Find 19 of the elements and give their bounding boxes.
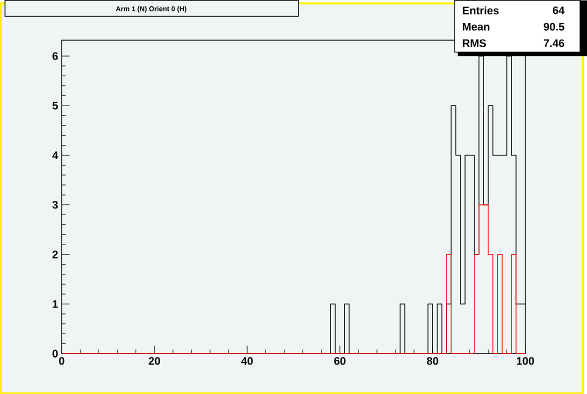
text: 90.5 bbox=[544, 22, 564, 30]
y-tick-label: 0 bbox=[52, 350, 58, 358]
y-tick-label: 3 bbox=[52, 200, 58, 208]
annotation: RMS bbox=[462, 39, 486, 47]
text: Mean bbox=[462, 22, 490, 30]
text: 7.46 bbox=[544, 39, 564, 47]
x-tick-label: 40 bbox=[241, 356, 253, 365]
y-tick-label: 1 bbox=[52, 300, 58, 308]
y-tick-label: 2 bbox=[52, 250, 58, 258]
y-tick-label: 6 bbox=[52, 52, 58, 60]
x-tick-label: 80 bbox=[426, 356, 438, 365]
y-tick-label: 5 bbox=[52, 102, 58, 110]
x-tick-label: 100 bbox=[516, 356, 534, 365]
x-tick-label: 20 bbox=[148, 356, 160, 365]
x-tick-label: 60 bbox=[334, 356, 346, 365]
y-tick-label: 4 bbox=[52, 151, 58, 159]
text: 64 bbox=[552, 6, 565, 14]
x-tick-label: 0 bbox=[59, 356, 64, 365]
text: Entries bbox=[462, 6, 499, 14]
